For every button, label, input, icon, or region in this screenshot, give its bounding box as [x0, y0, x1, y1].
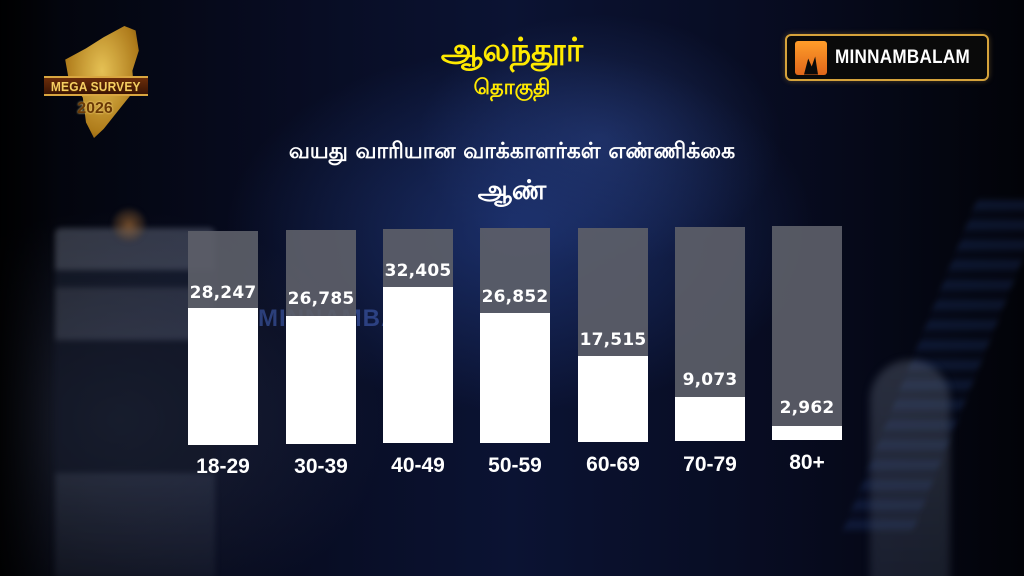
bar-value-label: 2,962: [779, 398, 835, 418]
bar-track: [383, 229, 453, 443]
bar-track: [188, 231, 258, 445]
bar-fill: [578, 356, 648, 442]
bar-category-label: 80+: [789, 451, 825, 474]
mega-survey-text: MEGA SURVEY: [51, 78, 141, 94]
gender-label: ஆண்: [477, 175, 547, 206]
bar-value-label: 9,073: [682, 370, 738, 390]
bar-value-label: 28,247: [189, 283, 257, 303]
bar-value-label: 26,785: [287, 289, 355, 309]
bar-track: [286, 230, 356, 444]
minnambalam-logo: MINNAMBALAM: [785, 34, 989, 81]
bar-track: [772, 226, 842, 440]
bar-fill: [188, 308, 258, 445]
background-emblem: [112, 208, 146, 242]
bar-fill: [675, 397, 745, 441]
bar-category-label: 40-49: [391, 454, 445, 477]
bar-track: [675, 227, 745, 441]
bar-fill: [772, 426, 842, 440]
bar-category-label: 60-69: [586, 453, 640, 476]
bar-category-label: 50-59: [488, 454, 542, 477]
background-voter-hand: [870, 360, 950, 576]
bar-fill: [480, 313, 550, 443]
bar-value-label: 26,852: [481, 287, 549, 307]
bar-category-label: 18-29: [196, 455, 250, 478]
bar-category-label: 70-79: [683, 453, 737, 476]
mega-survey-banner: MEGA SURVEY: [44, 76, 148, 96]
constituency-subtitle: தொகுதி: [473, 75, 551, 99]
bar-fill: [286, 316, 356, 444]
mega-survey-logo: MEGA SURVEY 2026: [40, 24, 150, 142]
bar-track: [578, 228, 648, 442]
bar-value-label: 17,515: [579, 330, 647, 350]
minnambalam-wordmark: MINNAMBALAM: [835, 46, 970, 68]
bar-track: [480, 228, 550, 443]
chart-title: வயது வாரியான வாக்காளர்கள் எண்ணிக்கை: [288, 139, 736, 164]
constituency-title: ஆலந்தூர்: [440, 30, 584, 69]
mega-survey-year: 2026: [77, 100, 113, 117]
minnambalam-mark-icon: [795, 40, 827, 75]
bar-fill: [383, 287, 453, 443]
bar-category-label: 30-39: [294, 455, 348, 478]
background-vignette: [0, 0, 60, 576]
bar-value-label: 32,405: [384, 261, 452, 281]
